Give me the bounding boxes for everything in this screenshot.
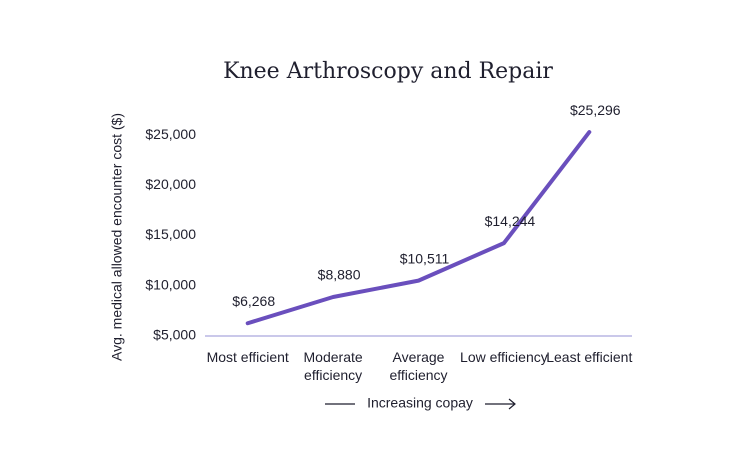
- y-tick-label: $5,000: [153, 327, 196, 343]
- data-label: $8,880: [318, 267, 361, 283]
- arrow-head: [508, 398, 516, 410]
- x-tick-label: Low efficiency: [460, 349, 548, 365]
- data-label: $14,244: [485, 213, 536, 229]
- data-label: $10,511: [400, 250, 450, 266]
- y-tick-label: $15,000: [145, 226, 196, 242]
- chart-title: Knee Arthroscopy and Repair: [223, 59, 553, 84]
- line: [245, 130, 592, 326]
- x-tick-label: Average efficiency: [389, 349, 448, 383]
- y-tick-label: $25,000: [145, 126, 196, 142]
- y-axis-label: Avg. medical allowed encounter cost ($): [109, 113, 125, 361]
- x-axis-label: Increasing copay: [367, 395, 473, 411]
- x-tick-label: Least efficient: [546, 349, 633, 365]
- data-label: $6,268: [232, 293, 275, 309]
- x-tick-label: Most efficient: [206, 349, 289, 365]
- x-tick-label: Moderate efficiency: [303, 349, 363, 383]
- y-tick-label: $10,000: [145, 276, 196, 292]
- data-label: $25,296: [570, 102, 621, 118]
- y-tick-label: $20,000: [145, 176, 196, 192]
